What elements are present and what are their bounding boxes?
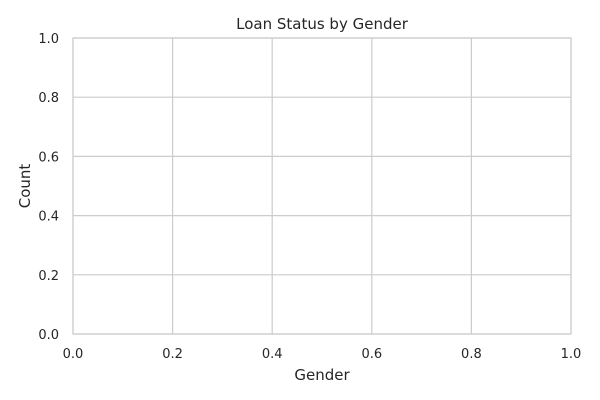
y-axis-ticks: 0.0 0.2 0.4 0.6 0.8 1.0 [38,32,59,343]
grid-lines [72,37,572,335]
x-tick-label: 0.2 [162,347,183,362]
y-axis-label: Count [16,164,34,209]
y-tick-label: 0.8 [38,91,59,106]
x-tick-label: 1.0 [561,347,582,362]
x-tick-label: 0.0 [63,347,84,362]
chart-title: Loan Status by Gender [236,15,409,33]
x-tick-label: 0.8 [461,347,482,362]
y-tick-label: 0.6 [38,150,59,165]
plot-area-frame [72,37,572,335]
x-tick-label: 0.4 [262,347,283,362]
y-tick-label: 0.2 [38,269,59,284]
y-tick-label: 1.0 [38,32,59,47]
x-axis-ticks: 0.0 0.2 0.4 0.6 0.8 1.0 [63,347,582,362]
x-tick-label: 0.6 [361,347,382,362]
y-tick-label: 0.4 [38,210,59,225]
x-axis-label: Gender [294,366,350,384]
y-tick-label: 0.0 [38,328,59,343]
